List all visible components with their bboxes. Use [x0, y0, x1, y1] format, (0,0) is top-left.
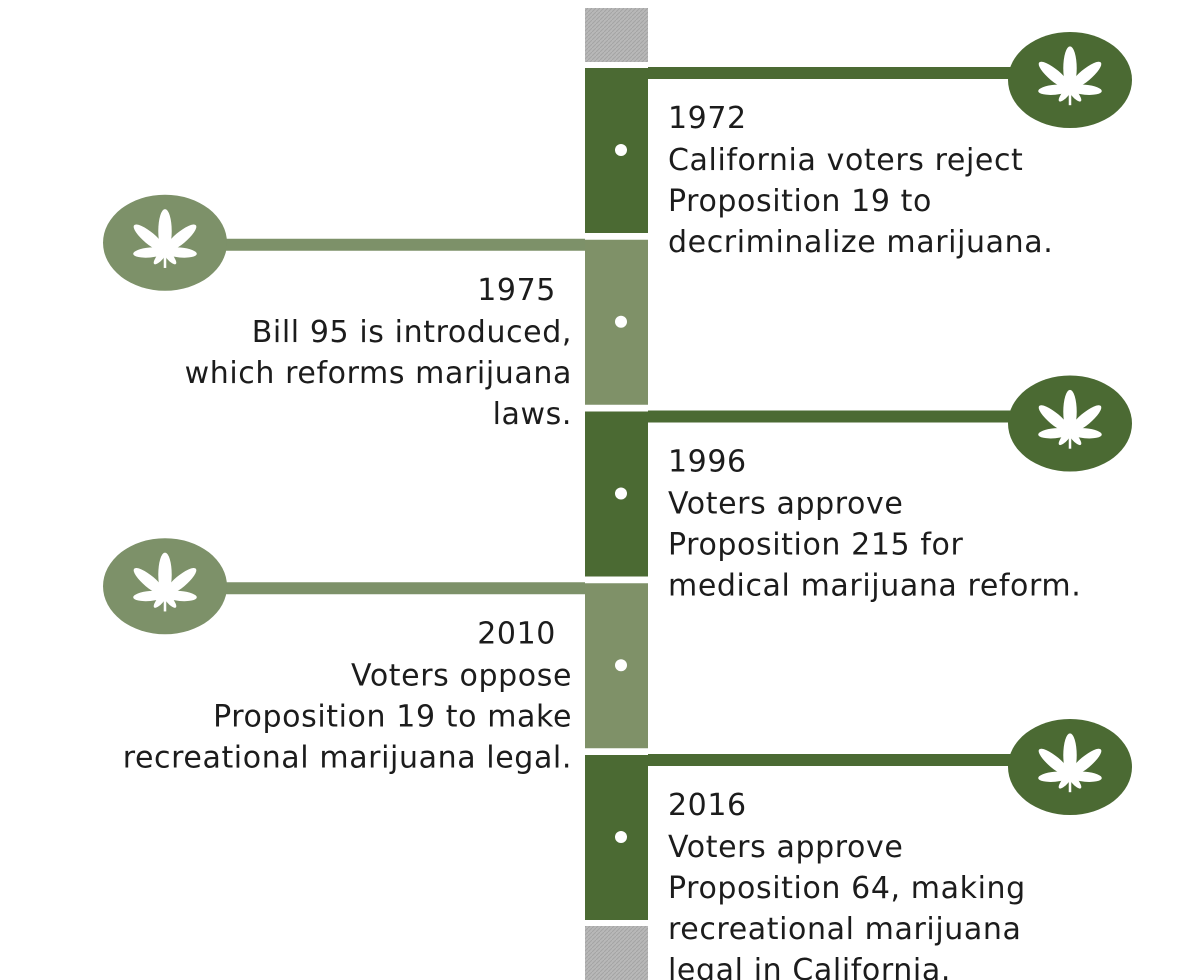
event-text: legal in California. [668, 953, 951, 980]
event-text: recreational marijuana legal. [123, 740, 572, 775]
event-year: 1996 [668, 445, 747, 480]
event-year: 1975 [477, 273, 556, 308]
timeline-cap-bottom [585, 926, 648, 980]
event-text: Voters oppose [351, 658, 572, 693]
timeline-dot [615, 831, 627, 843]
event-text: which reforms marijuana [185, 356, 572, 391]
connector [648, 67, 1048, 79]
event-text: Proposition 19 to make [213, 699, 572, 734]
connector [648, 754, 1048, 766]
event-year: 1972 [668, 101, 747, 136]
timeline-cap-top [585, 8, 648, 62]
timeline-dot [615, 659, 627, 672]
event-year: 2016 [668, 788, 747, 823]
timeline-dot [615, 487, 627, 500]
event-text: recreational marijuana [668, 912, 1021, 947]
connector [200, 582, 585, 595]
event-year: 2010 [477, 616, 556, 651]
event-text: Proposition 19 to [668, 184, 932, 219]
event-text: Voters approve [668, 830, 903, 865]
event-text: Bill 95 is introduced, [252, 315, 572, 350]
event-text: California voters reject [668, 143, 1023, 178]
connector [648, 410, 1048, 423]
event-text: decriminalize marijuana. [668, 225, 1053, 260]
event-text: laws. [493, 397, 572, 432]
connector [200, 238, 585, 251]
event-text: medical marijuana reform. [668, 569, 1081, 604]
event-text: Proposition 64, making [668, 871, 1026, 906]
timeline-dot [615, 315, 627, 328]
event-text: Voters approve [668, 487, 903, 522]
timeline-dot [615, 144, 627, 156]
event-text: Proposition 215 for [668, 528, 963, 563]
